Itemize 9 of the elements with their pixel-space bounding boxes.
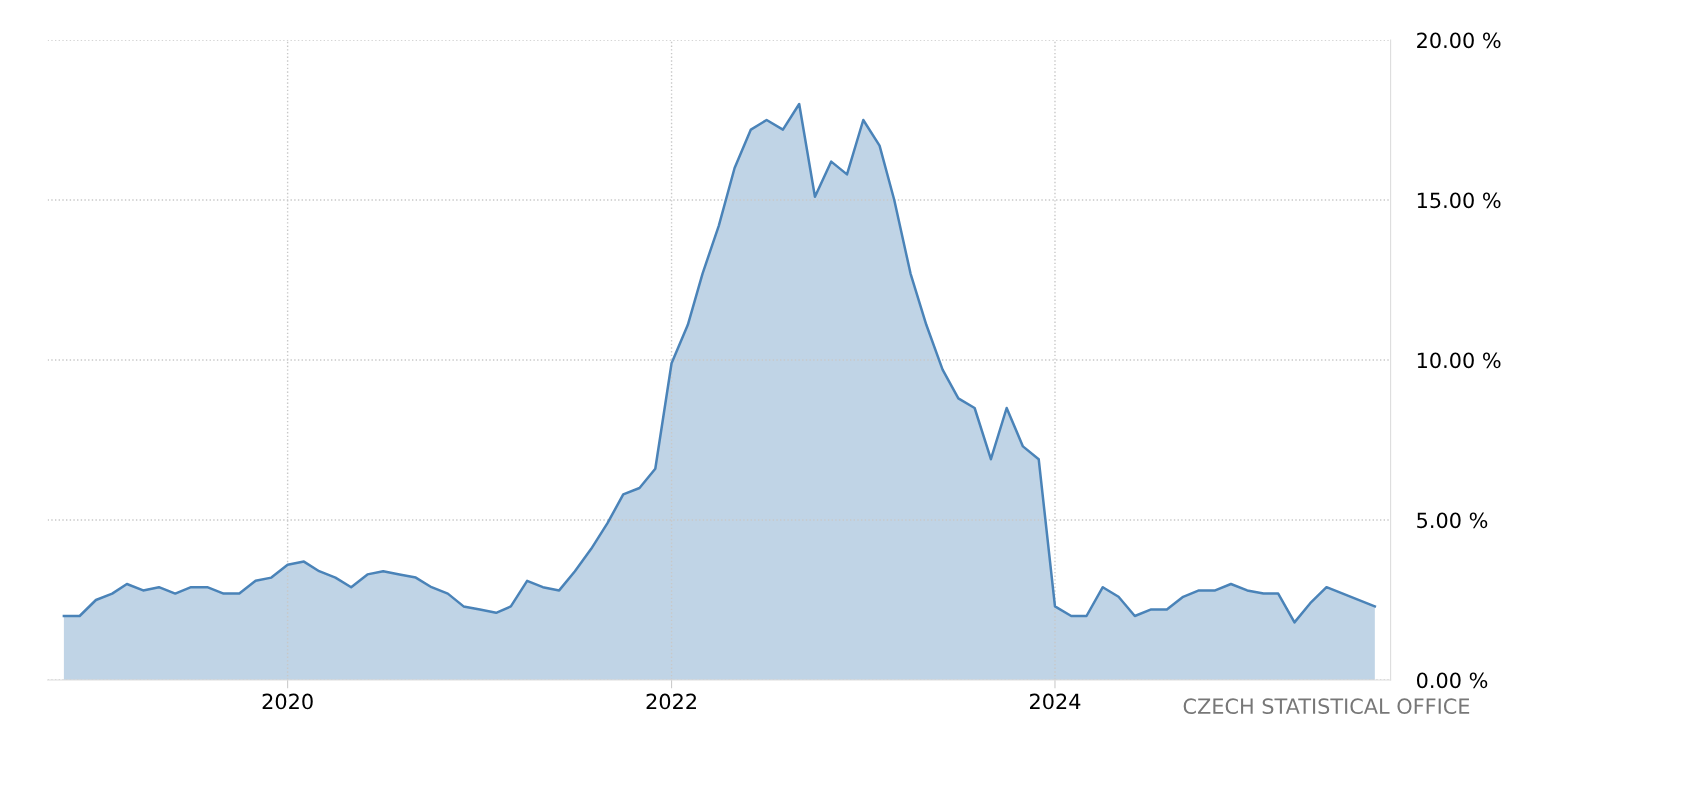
y-tick-label: 5.00 %	[1417, 512, 1488, 529]
y-tick-label: 15.00 %	[1417, 192, 1501, 209]
x-tick-label: 2022	[646, 693, 696, 710]
x-tick-label: 2024	[1030, 693, 1081, 710]
x-tick-label: 2020	[262, 693, 313, 710]
text: CZECH STATISTICAL OFFICE	[1183, 698, 1470, 715]
y-tick-label: 10.00 %	[1417, 352, 1501, 369]
y-tick-label: 0.00 %	[1416, 672, 1488, 689]
y-tick-label: 20.00 %	[1417, 32, 1501, 49]
